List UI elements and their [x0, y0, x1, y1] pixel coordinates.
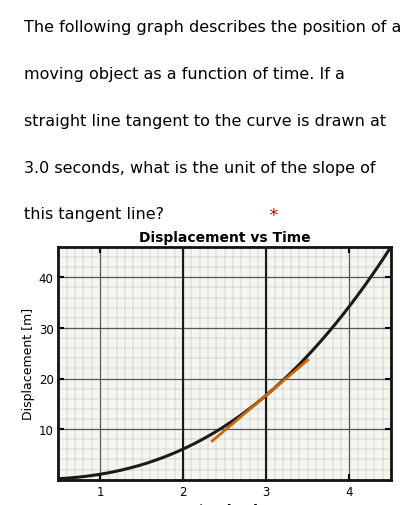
Text: *: * — [264, 207, 278, 225]
X-axis label: Time [sec]: Time [sec] — [192, 502, 258, 505]
Text: straight line tangent to the curve is drawn at: straight line tangent to the curve is dr… — [24, 114, 386, 129]
Text: moving object as a function of time. If a: moving object as a function of time. If … — [24, 67, 345, 82]
Text: this tangent line?: this tangent line? — [24, 207, 164, 222]
Title: Displacement vs Time: Displacement vs Time — [139, 231, 310, 245]
Y-axis label: Displacement [m]: Displacement [m] — [21, 308, 35, 420]
Text: 3.0 seconds, what is the unit of the slope of: 3.0 seconds, what is the unit of the slo… — [24, 161, 376, 175]
Text: The following graph describes the position of a: The following graph describes the positi… — [24, 20, 401, 35]
